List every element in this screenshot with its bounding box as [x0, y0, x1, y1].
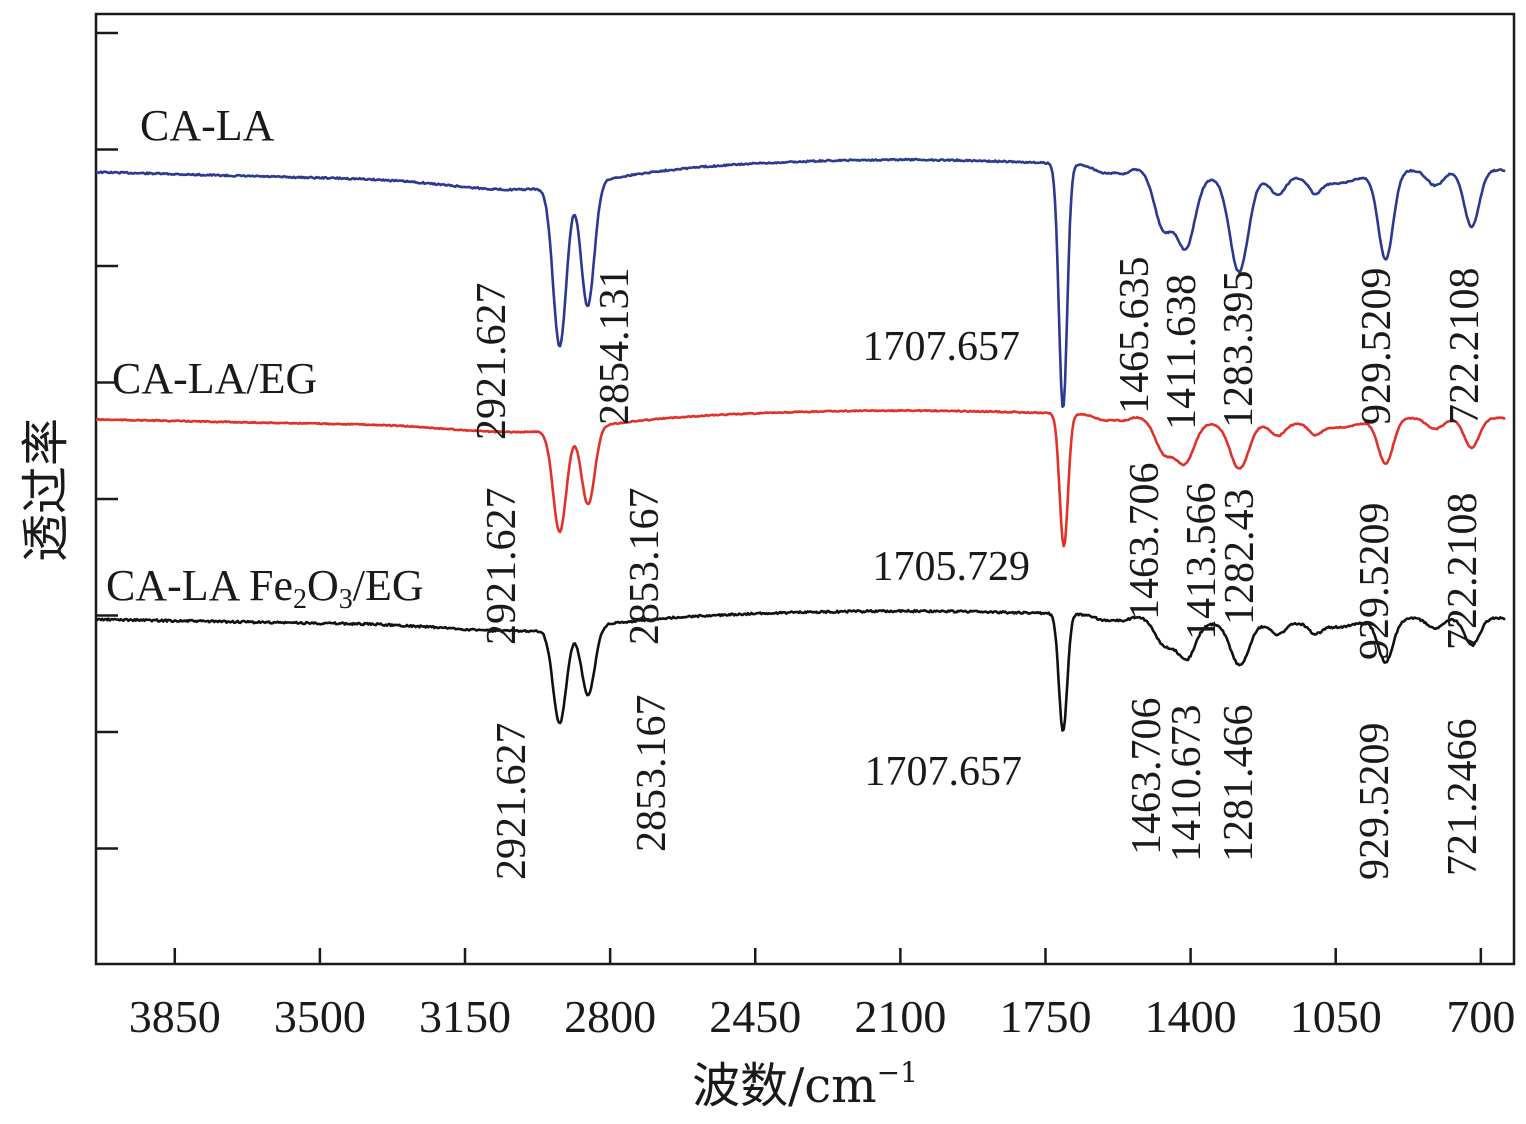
x-tick-label: 3850	[129, 991, 221, 1042]
series-label-part: /EG	[353, 561, 424, 610]
peak-label: 722.2108	[1442, 268, 1488, 426]
peak-label: 1463.706	[1124, 698, 1170, 856]
peak-label: 1705.729	[873, 544, 1031, 590]
x-tick-label: 3150	[419, 991, 511, 1042]
peak-label: 1463.706	[1122, 463, 1168, 621]
peak-label: 2921.627	[479, 488, 525, 646]
peak-label: 1282.43	[1217, 489, 1263, 626]
series-label-1: CA-LA	[140, 101, 275, 150]
peak-label: 2921.627	[469, 283, 515, 441]
y-axis-title: 透过率	[18, 418, 74, 562]
series-line-1	[95, 157, 1506, 408]
peak-label: 929.5209	[1352, 503, 1398, 661]
series-line-2	[95, 408, 1506, 548]
series-line-3	[95, 608, 1506, 732]
peak-label: 1465.635	[1112, 257, 1158, 415]
series-label-3: CA-LA Fe2O3/EG	[106, 561, 424, 615]
peak-label: 1283.395	[1216, 271, 1262, 429]
x-tick-label: 1050	[1290, 991, 1382, 1042]
peak-label: 1281.466	[1216, 705, 1262, 863]
peak-label: 929.5209	[1352, 723, 1398, 881]
peak-label: 2853.167	[629, 695, 675, 853]
series-label-part: CA-LA/EG	[112, 354, 317, 403]
peak-label: 721.2466	[1440, 719, 1486, 877]
peak-label: 722.2108	[1440, 493, 1486, 651]
peak-label: 2854.131	[592, 268, 638, 426]
series-label-part: CA-LA	[140, 101, 275, 150]
peak-label: 2853.167	[622, 488, 668, 646]
x-tick-label: 2100	[854, 991, 946, 1042]
series-label-part: CA-LA Fe	[106, 561, 293, 610]
peak-label: 1413.566	[1179, 483, 1225, 641]
series-label-2: CA-LA/EG	[112, 354, 317, 403]
x-axis-title: 波数/cm−1	[692, 1056, 918, 1114]
series-label-part: 2	[293, 584, 307, 615]
x-axis-title-superscript: −1	[877, 1056, 918, 1089]
peak-label: 1707.657	[865, 749, 1023, 795]
peak-label: 929.5209	[1354, 268, 1400, 426]
x-tick-label: 3500	[274, 991, 366, 1042]
x-axis-ticks: 3850 3500 3150 2800 2450 2100 1750 1400 1050 700	[129, 948, 1515, 1042]
plot-frame	[94, 12, 1516, 966]
x-axis-title-text: 波数/cm	[692, 1058, 877, 1114]
peak-label: 1707.657	[863, 324, 1021, 370]
peak-label: 2921.627	[489, 723, 535, 881]
series-label-part: 3	[339, 584, 353, 615]
x-tick-label: 2800	[564, 991, 656, 1042]
x-tick-label: 700	[1446, 991, 1515, 1042]
peak-label: 1411.638	[1159, 274, 1205, 430]
x-tick-label: 1750	[999, 991, 1091, 1042]
series-label-part: O	[307, 561, 339, 610]
x-tick-label: 1400	[1145, 991, 1237, 1042]
x-tick-label: 2450	[709, 991, 801, 1042]
peak-label: 1410.673	[1164, 705, 1210, 863]
series-group	[95, 157, 1506, 732]
y-axis-ticks	[96, 31, 118, 850]
